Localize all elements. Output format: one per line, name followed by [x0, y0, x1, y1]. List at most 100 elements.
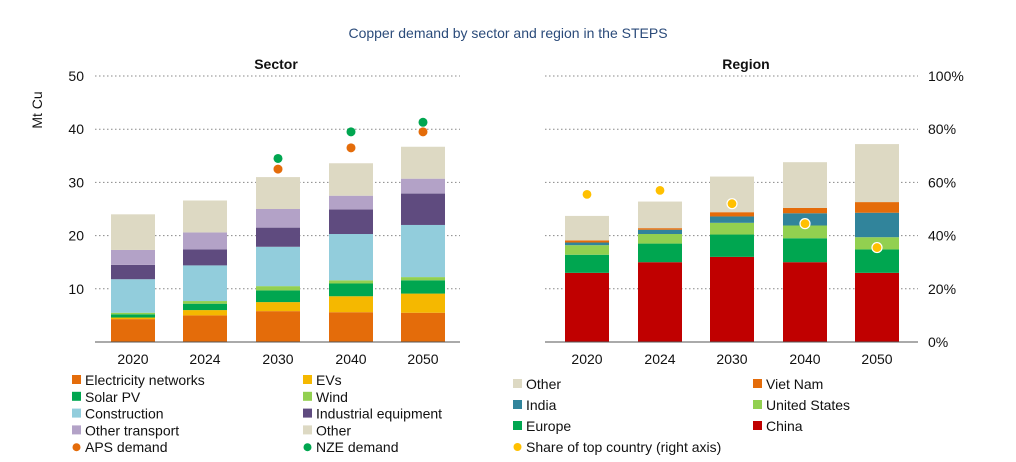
legend-swatch: [513, 400, 522, 409]
legend-label: Viet Nam: [766, 376, 823, 392]
point-share-of-top-country-right-axis-: [654, 184, 666, 196]
bar-segment-evs: [329, 296, 373, 313]
x-tick-label: 2024: [189, 351, 220, 367]
region-panel: 0% 20% 40% 60% 80% 100% 2020 2024 2030 2040 2050: [545, 68, 964, 367]
legend-label: Other transport: [85, 422, 179, 438]
bar-segment-electricity-networks: [111, 319, 155, 342]
legend-label: Share of top country (right axis): [526, 439, 721, 455]
legend-swatch: [513, 379, 522, 388]
bar-segment-wind: [329, 280, 373, 284]
x-tick-label: 2050: [861, 351, 892, 367]
point-nze-demand: [346, 127, 356, 137]
sector-panel-title: Sector: [254, 56, 298, 72]
bar-segment-electricity-networks: [183, 315, 227, 342]
bar-segment-industrial-equipment: [256, 227, 300, 247]
y-tick-label: 50: [68, 68, 84, 84]
legend-label: United States: [766, 397, 850, 413]
sector-legend: Electricity networks EVs Solar PV Wind Const…: [72, 372, 442, 455]
point-share-of-top-country-right-axis-: [726, 198, 738, 210]
point-aps-demand: [418, 127, 428, 137]
y2-tick-label: 0%: [928, 334, 948, 350]
bar-segment-evs: [256, 302, 300, 312]
bar-segment-united-states: [783, 225, 827, 239]
bar-segment-electricity-networks: [401, 312, 445, 342]
bar-segment-solar-pv: [256, 290, 300, 303]
bar-segment-industrial-equipment: [183, 249, 227, 266]
legend-label: Industrial equipment: [316, 406, 442, 422]
bar-segment-evs: [183, 310, 227, 316]
legend-label: Other: [526, 376, 561, 392]
bar-segment-viet-nam: [783, 207, 827, 214]
bar-segment-evs: [401, 293, 445, 313]
legend-label: Construction: [85, 406, 164, 422]
bar-segment-india: [638, 229, 682, 235]
y2-tick-label: 100%: [928, 68, 964, 84]
bar-segment-other: [783, 162, 827, 208]
legend-swatch: [753, 421, 762, 430]
bar-segment-other-transport: [111, 249, 155, 265]
legend-label: India: [526, 397, 557, 413]
bar-segment-construction: [111, 279, 155, 313]
bar-segment-construction: [256, 246, 300, 287]
bar-segment-solar-pv: [401, 280, 445, 294]
x-tick-label: 2040: [789, 351, 820, 367]
region-panel-title: Region: [722, 56, 769, 72]
legend-swatch: [303, 391, 312, 401]
legend-marker: [513, 443, 522, 451]
legend-swatch: [513, 421, 522, 430]
legend-swatch: [753, 400, 762, 409]
bar-segment-china: [638, 262, 682, 342]
bar-segment-viet-nam: [638, 228, 682, 230]
legend-label: Wind: [316, 389, 348, 405]
bar-segment-europe: [638, 243, 682, 263]
bar-segment-other: [401, 146, 445, 179]
bar-segment-solar-pv: [329, 283, 373, 297]
bar-segment-industrial-equipment: [111, 264, 155, 280]
point-share-of-top-country-right-axis-: [871, 241, 883, 254]
legend-swatch: [753, 379, 762, 388]
bar-segment-europe: [783, 238, 827, 263]
y-tick-label: 40: [68, 121, 84, 137]
point-share-of-top-country-right-axis-: [799, 218, 811, 230]
x-tick-label: 2020: [571, 351, 602, 367]
bar-segment-viet-nam: [565, 240, 609, 243]
point-share-of-top-country-right-axis-: [581, 188, 593, 200]
bar-segment-electricity-networks: [256, 311, 300, 342]
x-tick-label: 2050: [407, 351, 438, 367]
bar-segment-other: [256, 177, 300, 209]
bar-segment-india: [565, 242, 609, 246]
legend-label: EVs: [316, 372, 342, 388]
y2-tick-label: 80%: [928, 121, 956, 137]
bar-segment-india: [710, 216, 754, 223]
point-nze-demand: [273, 153, 283, 163]
bar-segment-solar-pv: [111, 314, 155, 318]
x-tick-label: 2030: [716, 351, 747, 367]
legend-swatch: [303, 425, 312, 435]
bar-segment-wind: [111, 312, 155, 315]
region-legend: Other Viet Nam India United States Europe Chi…: [513, 376, 850, 455]
bar-segment-other-transport: [329, 195, 373, 210]
bar-segment-construction: [401, 224, 445, 278]
bar-segment-china: [855, 272, 899, 342]
bar-segment-evs: [111, 317, 155, 320]
bar-segment-viet-nam: [710, 212, 754, 217]
legend-swatch: [72, 425, 81, 435]
bar-segment-other: [329, 163, 373, 196]
point-aps-demand: [273, 164, 283, 174]
legend-swatch: [303, 375, 312, 384]
x-tick-label: 2020: [117, 351, 148, 367]
legend-label: NZE demand: [316, 439, 398, 455]
bar-segment-other-transport: [256, 209, 300, 228]
legend-swatch: [303, 408, 312, 418]
bar-segment-india: [855, 212, 899, 238]
bar-segment-other: [183, 200, 227, 233]
bar-segment-industrial-equipment: [329, 209, 373, 235]
y-tick-label: 30: [68, 174, 84, 190]
bar-segment-wind: [256, 286, 300, 291]
y2-tick-label: 40%: [928, 228, 956, 244]
bar-segment-wind: [401, 277, 445, 281]
x-tick-label: 2040: [335, 351, 366, 367]
sector-y-axis-label: Mt Cu: [29, 91, 45, 128]
legend-label: Solar PV: [85, 389, 141, 405]
